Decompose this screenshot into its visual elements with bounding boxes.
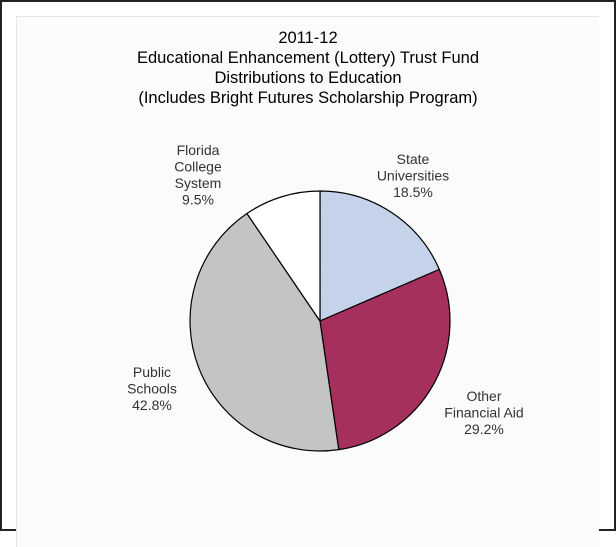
slice-name-line: State <box>397 151 430 167</box>
pie-slice-public-schools <box>189 212 340 452</box>
pie-slice-florida-college-system <box>246 190 321 322</box>
slice-name-line: Other <box>466 388 501 404</box>
pie-labels: State Universities 18.5% Other Financial Aid… <box>127 142 524 437</box>
slice-name-line: Schools <box>127 381 177 397</box>
pie-slice-other-financial-aid <box>319 268 451 451</box>
slice-value-label: 42.8% <box>132 397 172 413</box>
slice-name-line: Florida <box>177 142 220 158</box>
pie-chart: State Universities 18.5% Other Financial Aid… <box>127 142 524 452</box>
slice-value-label: 9.5% <box>182 192 214 208</box>
slice-name-line: Public <box>133 364 171 380</box>
pie-slice-state-universities <box>319 190 440 322</box>
chart-title-line-2: Educational Enhancement (Lottery) Trust … <box>136 49 480 67</box>
slice-label-state-universities: State Universities 18.5% <box>377 151 449 200</box>
slice-name-line: College <box>174 159 222 175</box>
slice-value-label: 18.5% <box>393 184 433 200</box>
slice-name-line: Financial Aid <box>444 405 523 421</box>
slice-label-public-schools: Public Schools 42.8% <box>127 364 177 413</box>
chart-title: 2011-12 Educational Enhancement (Lottery… <box>0 28 616 108</box>
slice-label-other-financial-aid: Other Financial Aid 29.2% <box>444 388 523 437</box>
slice-name-line: Universities <box>377 168 449 184</box>
slice-value-label: 29.2% <box>464 421 504 437</box>
slice-name-line: System <box>175 175 222 191</box>
chart-title-line-1: 2011-12 <box>278 29 338 47</box>
pie-slices <box>189 190 451 452</box>
chart-title-line-3: Distributions to Education <box>214 69 402 87</box>
chart-title-line-4: (Includes Bright Futures Scholarship Pro… <box>138 89 478 107</box>
slice-label-florida-college-system: Florida College System 9.5% <box>174 142 222 208</box>
